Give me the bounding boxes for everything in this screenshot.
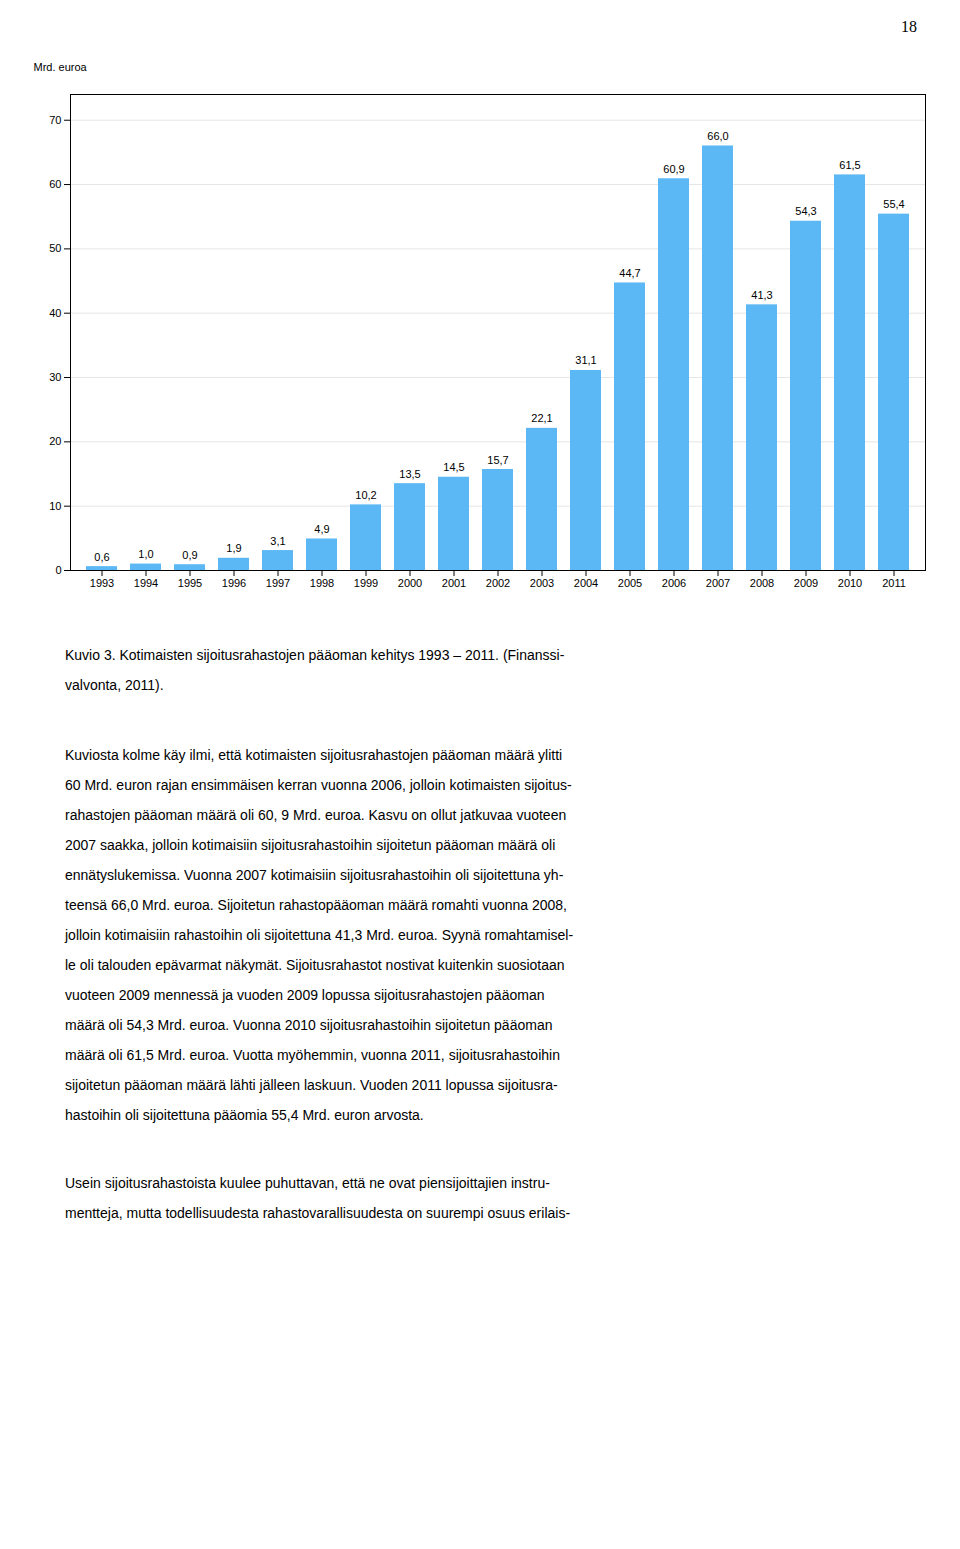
svg-text:3,1: 3,1 [270, 535, 285, 547]
svg-text:2009: 2009 [794, 577, 818, 589]
svg-text:2002: 2002 [486, 577, 510, 589]
html-text:jolloin kotimaisiin rahastoihi: jolloin kotimaisiin rahastoihin oli sijo… [65, 927, 574, 943]
svg-text:2006: 2006 [662, 577, 686, 589]
svg-text:0: 0 [55, 564, 61, 576]
svg-text:44,7: 44,7 [619, 267, 640, 279]
svg-text:41,3: 41,3 [751, 289, 772, 301]
svg-text:14,5: 14,5 [443, 461, 464, 473]
svg-text:1999: 1999 [354, 577, 378, 589]
svg-text:1995: 1995 [178, 577, 202, 589]
svg-text:60: 60 [49, 178, 61, 190]
svg-text:2004: 2004 [574, 577, 598, 589]
svg-text:50: 50 [49, 242, 61, 254]
svg-text:10,2: 10,2 [355, 489, 376, 501]
svg-text:55,4: 55,4 [883, 198, 904, 210]
html-text:60 Mrd. euron rajan ensimmäise: 60 Mrd. euron rajan ensimmäisen kerran v… [65, 777, 572, 793]
html-text:Usein sijoitusrahastoista kuul: Usein sijoitusrahastoista kuulee puhutta… [65, 1175, 550, 1191]
svg-text:22,1: 22,1 [531, 412, 552, 424]
html-text:Kuvio 3. Kotimaisten sijoitusr: Kuvio 3. Kotimaisten sijoitusrahastojen … [65, 647, 565, 663]
html-text:2007 saakka, jolloin kotimaisi: 2007 saakka, jolloin kotimaisiin sijoitu… [65, 837, 556, 853]
svg-text:20: 20 [49, 435, 61, 447]
svg-text:10: 10 [49, 500, 61, 512]
svg-text:70: 70 [49, 114, 61, 126]
html-text:le oli talouden epävarmat näky: le oli talouden epävarmat näkymät. Sijoi… [65, 957, 565, 973]
svg-text:2005: 2005 [618, 577, 642, 589]
svg-text:1993: 1993 [90, 577, 114, 589]
html-text:määrä oli 54,3 Mrd. euroa. Vuo: määrä oli 54,3 Mrd. euroa. Vuonna 2010 s… [65, 1017, 553, 1033]
svg-text:2008: 2008 [750, 577, 774, 589]
svg-text:2011: 2011 [882, 577, 906, 589]
svg-text:66,0: 66,0 [707, 130, 728, 142]
html-text:teensä 66,0 Mrd. euroa. Sijoit: teensä 66,0 Mrd. euroa. Sijoitetun rahas… [65, 897, 567, 913]
svg-text:0,9: 0,9 [182, 549, 197, 561]
svg-text:1996: 1996 [222, 577, 246, 589]
html-text:rahastojen pääoman määrä oli 6: rahastojen pääoman määrä oli 60, 9 Mrd. … [65, 807, 567, 823]
svg-text:61,5: 61,5 [839, 159, 860, 171]
html-text:määrä oli 61,5 Mrd. euroa. Vuo: määrä oli 61,5 Mrd. euroa. Vuotta myöhem… [65, 1047, 560, 1063]
svg-text:2000: 2000 [398, 577, 422, 589]
html-text:Kuviosta kolme käy ilmi, että: Kuviosta kolme käy ilmi, että kotimaiste… [65, 747, 563, 763]
html-text:sijoitetun pääoman määrä lähti: sijoitetun pääoman määrä lähti jälleen l… [65, 1077, 558, 1093]
svg-text:4,9: 4,9 [314, 523, 329, 535]
html-text:valvonta, 2011).: valvonta, 2011). [65, 677, 164, 693]
svg-text:30: 30 [49, 371, 61, 383]
html-text:hastoihin oli sijoitettuna pää: hastoihin oli sijoitettuna pääomia 55,4 … [65, 1107, 424, 1123]
svg-text:13,5: 13,5 [399, 468, 420, 480]
svg-text:2003: 2003 [530, 577, 554, 589]
svg-text:Mrd. euroa: Mrd. euroa [34, 61, 88, 73]
html-text:vuoteen 2009 mennessä ja vuode: vuoteen 2009 mennessä ja vuoden 2009 lop… [65, 987, 545, 1003]
svg-text:1998: 1998 [310, 577, 334, 589]
svg-text:1997: 1997 [266, 577, 290, 589]
html-text:mentteja, mutta todellisuudest: mentteja, mutta todellisuudesta rahastov… [65, 1205, 570, 1221]
svg-text:1994: 1994 [134, 577, 158, 589]
svg-text:2001: 2001 [442, 577, 466, 589]
svg-text:60,9: 60,9 [663, 163, 684, 175]
svg-text:2010: 2010 [838, 577, 862, 589]
svg-text:1,9: 1,9 [226, 542, 241, 554]
svg-text:0,6: 0,6 [94, 551, 109, 563]
svg-text:2007: 2007 [706, 577, 730, 589]
svg-text:1,0: 1,0 [138, 548, 153, 560]
svg-text:15,7: 15,7 [487, 454, 508, 466]
svg-text:31,1: 31,1 [575, 354, 596, 366]
svg-text:54,3: 54,3 [795, 205, 816, 217]
svg-text:40: 40 [49, 307, 61, 319]
html-text:18: 18 [901, 18, 917, 35]
html-text:ennätyslukemissa. Vuonna 2007: ennätyslukemissa. Vuonna 2007 kotimaisii… [65, 867, 564, 883]
